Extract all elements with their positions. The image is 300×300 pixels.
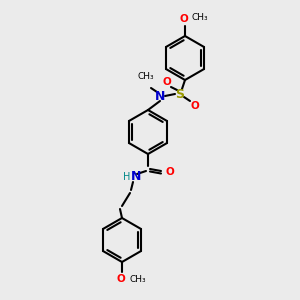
Text: O: O [165, 167, 174, 177]
Text: CH₃: CH₃ [192, 14, 208, 22]
Text: O: O [163, 77, 171, 87]
Text: O: O [180, 14, 188, 24]
Text: H: H [123, 172, 130, 182]
Text: O: O [117, 274, 125, 284]
Text: CH₃: CH₃ [129, 275, 146, 284]
Text: N: N [131, 170, 141, 184]
Text: S: S [176, 88, 184, 100]
Text: N: N [155, 89, 165, 103]
Text: CH₃: CH₃ [138, 72, 154, 81]
Text: O: O [190, 101, 200, 111]
